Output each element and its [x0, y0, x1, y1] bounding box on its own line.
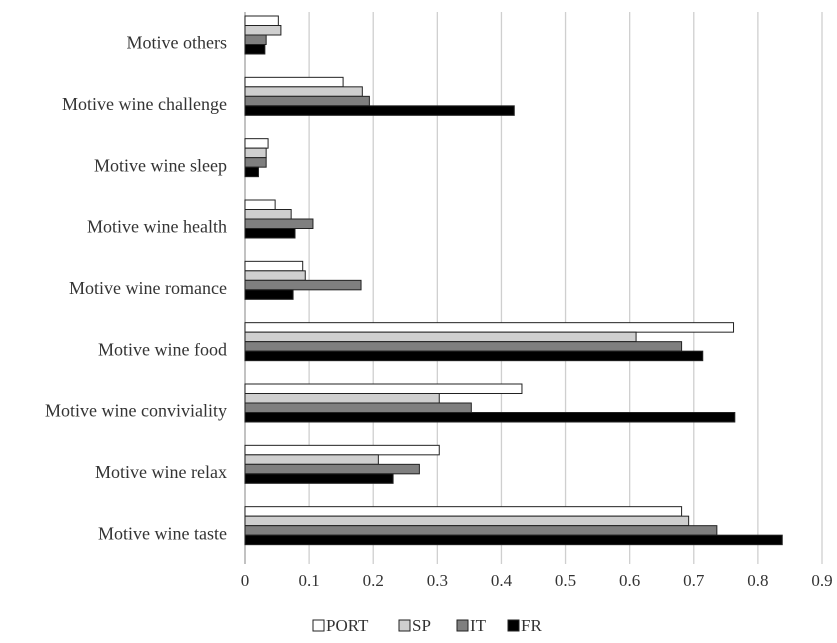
bar-it — [244, 463, 420, 475]
category-label: Motive wine romance — [69, 278, 227, 298]
bar-fr — [244, 44, 266, 55]
bar-it — [244, 402, 472, 413]
bars — [244, 15, 783, 546]
bar-it — [244, 525, 718, 536]
category-label: Motive wine food — [98, 339, 227, 359]
legend-label: IT — [470, 616, 487, 635]
category-label: Motive wine challenge — [62, 94, 227, 114]
bar-port — [244, 199, 276, 210]
bar-sp — [244, 86, 363, 97]
legend-label: PORT — [326, 616, 369, 635]
x-tick-label: 0.8 — [747, 571, 768, 590]
bar-it — [244, 157, 267, 168]
category-label: Motive wine relax — [95, 462, 227, 482]
x-tick-label: 0.3 — [427, 571, 448, 590]
bar-sp — [244, 454, 379, 465]
bar-fr — [244, 350, 704, 362]
category-label: Motive wine sleep — [94, 155, 227, 175]
bar-sp — [244, 147, 267, 159]
category-label: Motive wine health — [87, 217, 227, 237]
category-label: Motive others — [127, 33, 228, 53]
bar-fr — [244, 534, 783, 546]
category-label: Motive wine conviviality — [45, 401, 227, 421]
x-tick-label: 0.5 — [555, 571, 576, 590]
bar-port — [244, 76, 344, 88]
bar-it — [244, 341, 683, 352]
bar-it — [244, 218, 314, 229]
bar-sp — [244, 331, 637, 343]
x-tick-label: 0.6 — [619, 571, 640, 590]
bar-fr — [244, 289, 294, 300]
x-tick-labels: 0 0.1 0.2 0.3 0.4 0.5 0.6 0.7 0.8 0.9 — [241, 571, 833, 590]
x-tick-label: 0 — [241, 571, 250, 590]
legend-swatch-fr — [507, 619, 520, 632]
x-tick-label: 0.9 — [811, 571, 832, 590]
bar-fr — [244, 105, 515, 116]
bar-sp — [244, 515, 690, 527]
bar-sp — [244, 209, 292, 220]
bar-fr — [244, 473, 394, 484]
bar-port — [244, 260, 304, 272]
bar-port — [244, 322, 735, 333]
bar-it — [244, 95, 370, 107]
bar-port — [244, 15, 279, 26]
bar-port — [244, 444, 440, 456]
legend-swatch-it — [456, 619, 469, 632]
bar-it — [244, 34, 267, 45]
legend-label: SP — [412, 616, 431, 635]
x-tick-label: 0.1 — [298, 571, 319, 590]
bar-sp — [244, 393, 440, 404]
bar-port — [244, 506, 683, 517]
x-tick-label: 0.2 — [363, 571, 384, 590]
category-label: Motive wine taste — [98, 523, 227, 543]
bar-fr — [244, 412, 736, 423]
legend-swatch-port — [312, 619, 325, 632]
bar-sp — [244, 25, 282, 36]
legend-swatch-sp — [398, 619, 411, 632]
legend-label: FR — [521, 616, 542, 635]
legend: PORT SP IT FR — [312, 616, 542, 635]
x-tick-label: 0.4 — [491, 571, 513, 590]
bar-it — [244, 279, 362, 291]
bar-fr — [244, 166, 259, 178]
bar-sp — [244, 270, 306, 281]
bar-fr — [244, 228, 296, 239]
category-labels: Motive others Motive wine challenge Motive… — [45, 33, 227, 544]
bar-port — [244, 383, 523, 394]
bar-port — [244, 138, 269, 149]
x-tick-label: 0.7 — [683, 571, 705, 590]
